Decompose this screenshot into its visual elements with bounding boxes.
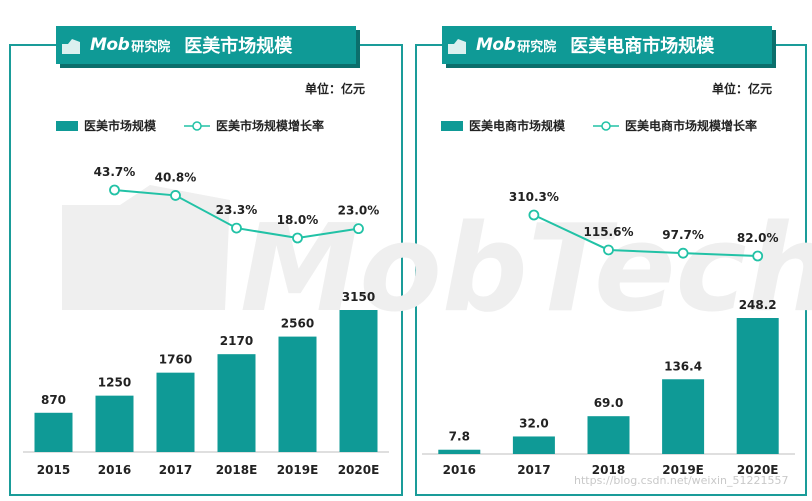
legend-line-label: 医美电商市场规模增长率 [625, 119, 758, 133]
bar-2020E [339, 310, 378, 452]
x-tick-label: 2017 [159, 463, 192, 477]
bar-label: 1760 [159, 353, 192, 367]
x-tick-label: 2017 [517, 463, 550, 477]
bar-label: 870 [41, 393, 66, 407]
legend-bar-swatch [441, 120, 463, 131]
bar-label: 69.0 [594, 396, 624, 410]
growth-rate-label: 18.0% [277, 213, 319, 227]
legend-item-bar: 医美市场规模 [56, 117, 156, 134]
growth-rate-label: 23.0% [338, 204, 380, 218]
x-tick-label: 2016 [443, 463, 476, 477]
logo-subtext: 研究院 [517, 39, 557, 55]
bar-2018 [587, 416, 630, 454]
growth-rate-label: 43.7% [94, 165, 136, 179]
watermark-logo-shape [62, 185, 230, 310]
growth-rate-label: 40.8% [155, 170, 197, 184]
growth-rate-label: 310.3% [509, 190, 559, 204]
logo-text: Mob [476, 35, 516, 55]
mob-logo-icon [62, 39, 80, 54]
x-tick-label: 2016 [98, 463, 131, 477]
right-chart-title: 医美电商市场规模 [570, 36, 715, 57]
legend-bar-swatch [56, 120, 78, 131]
right-unit-label: 单位：亿元 [712, 82, 773, 96]
legend-bar-label: 医美电商市场规模 [469, 119, 566, 133]
legend-line-swatch [184, 120, 211, 131]
legend-item-line: 医美电商市场规模增长率 [593, 117, 757, 134]
bar-label: 1250 [98, 376, 131, 390]
bar-2020E [736, 318, 779, 454]
growth-rate-point [752, 250, 764, 262]
legend-bar-label: 医美市场规模 [84, 119, 157, 133]
x-tick-label: 2020E [338, 463, 380, 477]
left-chart-title: 医美市场规模 [184, 36, 293, 57]
bar-label: 3150 [342, 290, 375, 304]
growth-rate-label: 82.0% [737, 231, 779, 245]
left-header-bar [56, 26, 356, 64]
left-unit-label: 单位：亿元 [305, 82, 366, 96]
x-tick-label: 2018 [592, 463, 625, 477]
bar-2015 [34, 412, 73, 452]
x-tick-label: 2015 [37, 463, 70, 477]
growth-rate-point [353, 223, 364, 235]
legend-item-bar: 医美电商市场规模 [441, 117, 565, 134]
x-tick-label: 2020E [737, 463, 779, 477]
bar-2019E [278, 336, 317, 452]
bar-2016 [95, 395, 134, 452]
growth-rate-point [292, 232, 303, 244]
x-tick-label: 2019E [662, 463, 704, 477]
growth-rate-point [231, 222, 242, 234]
bar-2017 [512, 436, 555, 454]
right-header: Mob 研究院 医美电商市场规模 [448, 26, 714, 64]
growth-rate-point [528, 209, 540, 221]
bar-label: 32.0 [519, 416, 549, 430]
bar-2017 [156, 372, 195, 452]
growth-rate-label: 23.3% [216, 203, 258, 217]
legend-line-swatch [593, 120, 620, 131]
bar-label: 7.8 [449, 430, 470, 444]
growth-rate-label: 97.7% [662, 228, 704, 242]
growth-rate-point [603, 244, 614, 256]
left-legend: 医美市场规模 医美市场规模增长率 [56, 117, 352, 134]
growth-rate-point [109, 184, 120, 196]
x-tick-label: 2019E [277, 463, 319, 477]
mob-logo-icon [448, 39, 466, 54]
bar-2016 [438, 449, 481, 454]
bar-label: 248.2 [739, 298, 777, 312]
growth-rate-point [677, 247, 689, 259]
x-tick-label: 2018E [216, 463, 258, 477]
logo-subtext: 研究院 [131, 39, 171, 55]
bar-label: 136.4 [664, 359, 702, 373]
right-legend: 医美电商市场规模 医美电商市场规模增长率 [441, 117, 785, 134]
watermark-text: MobTech [240, 200, 812, 339]
footer-url: https://blog.csdn.net/weixin_51221557 [574, 474, 789, 487]
bar-2019E [662, 379, 705, 454]
bar-label: 2560 [281, 317, 314, 331]
growth-rate-label: 115.6% [584, 225, 634, 239]
right-header-bar [442, 26, 772, 64]
legend-line-label: 医美市场规模增长率 [216, 119, 325, 133]
left-header: Mob 研究院 医美市场规模 [62, 26, 292, 64]
bar-2018E [217, 354, 256, 452]
legend-item-line: 医美市场规模增长率 [184, 117, 324, 134]
logo-text: Mob [90, 35, 130, 55]
bar-label: 2170 [220, 334, 253, 348]
growth-rate-line [533, 214, 758, 257]
growth-rate-point [170, 190, 181, 201]
